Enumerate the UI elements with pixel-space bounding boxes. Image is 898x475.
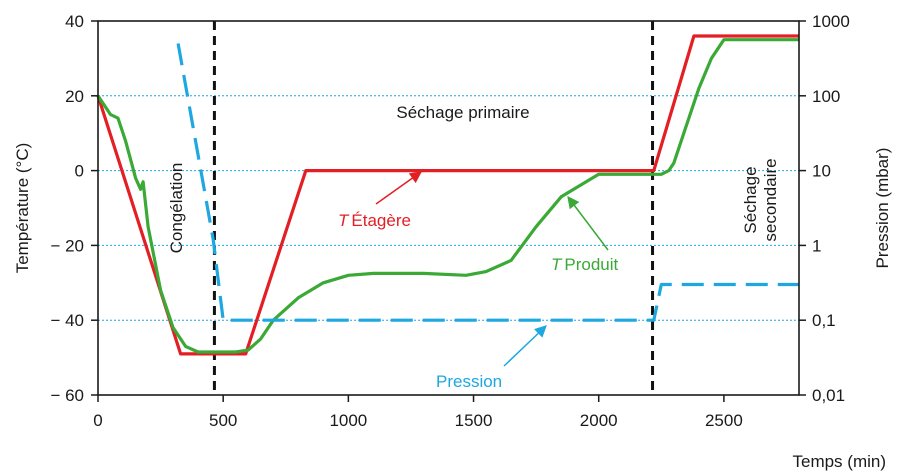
arrow-pression <box>503 325 547 367</box>
plot-frame <box>97 20 800 396</box>
x-tick-label: 1000 <box>329 411 367 430</box>
y-left-tick-label: − 40 <box>50 311 84 330</box>
arrow-t-produit <box>567 196 609 251</box>
series-line-t-produit <box>96 38 799 354</box>
x-tick-label: 0 <box>93 411 102 430</box>
x-tick-label: 2500 <box>705 411 743 430</box>
series-line-t-tag-re <box>96 34 799 356</box>
y-right-tick-label: 1000 <box>812 12 850 31</box>
y-right-tick-label: 0,1 <box>812 311 836 330</box>
phase-label-sechage-secondaire-line1: Séchage <box>741 166 760 233</box>
y-right-tick-label: 10 <box>812 162 831 181</box>
y-right-axis-title: Pression (mbar) <box>873 148 892 269</box>
series-label-t-produit: T Produit <box>551 255 619 274</box>
y-left-tick-label: 20 <box>65 87 84 106</box>
y-right-tick-label: 0,01 <box>812 386 845 405</box>
series-label-pression: Pression <box>436 372 502 391</box>
x-tick-label: 500 <box>209 411 237 430</box>
axis-ticks: 0 500 1000 1500 2000 2500 − 60 − 40 − 20 0 20 40 0,0… <box>50 12 849 430</box>
x-tick-label: 2000 <box>580 411 618 430</box>
y-left-tick-label: 40 <box>65 12 84 31</box>
series-line-pression <box>176 43 799 322</box>
y-left-tick-label: − 60 <box>50 386 84 405</box>
arrow-t-etagere <box>375 171 422 205</box>
x-tick-label: 1500 <box>455 411 493 430</box>
phase-label-sechage-secondaire-line2: secondaire <box>761 158 780 241</box>
phase-label-sechage-primaire: Séchage primaire <box>396 103 529 122</box>
y-right-tick-label: 100 <box>812 87 840 106</box>
series-label-t-etagere: T Étagère <box>338 211 411 230</box>
y-right-tick-label: 1 <box>812 236 821 255</box>
phase-label-congelation: Congélation <box>167 163 186 254</box>
y-left-axis-title: Température (°C) <box>13 143 32 274</box>
phase-markers <box>212 21 655 395</box>
x-axis-title: Temps (min) <box>792 452 886 471</box>
series-lines <box>96 34 799 356</box>
gridlines <box>98 95 799 321</box>
y-left-tick-label: − 20 <box>50 236 84 255</box>
y-left-tick-label: 0 <box>75 162 84 181</box>
